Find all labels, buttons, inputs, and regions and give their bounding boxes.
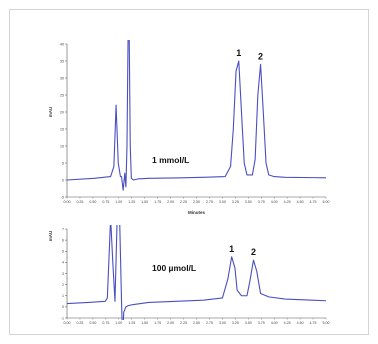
x-tick-label: 2.50 — [193, 321, 200, 325]
x-tick-label: 0.75 — [102, 321, 109, 325]
y-tick-label: 4 — [62, 261, 64, 265]
x-tick-label: 4.75 — [310, 321, 317, 325]
y-tick-label: 3 — [62, 272, 64, 276]
x-tick-label: 0.00 — [64, 200, 71, 204]
concentration-label: 1 mmol/L — [152, 155, 189, 165]
y-axis-label: mAU — [48, 231, 53, 242]
y-tick-label: 2 — [62, 283, 64, 287]
y-tick-label: 5 — [62, 250, 64, 254]
x-tick-label: 1.25 — [128, 200, 135, 204]
x-tick-label: 1.25 — [128, 321, 135, 325]
x-tick-label: 2.75 — [206, 200, 213, 204]
x-tick-label: 2.50 — [193, 200, 200, 204]
y-tick-label: 7 — [62, 227, 64, 231]
y-tick-label: -1 — [61, 316, 64, 320]
x-tick-label: 2.00 — [167, 321, 174, 325]
y-tick-label: 40 — [60, 42, 64, 46]
peak-label: 2 — [251, 247, 256, 257]
x-tick-label: 0.25 — [76, 321, 83, 325]
x-tick-label: 3.00 — [219, 200, 226, 204]
series-line — [67, 40, 326, 191]
x-tick-label: 4.25 — [284, 321, 291, 325]
x-tick-label: 1.75 — [154, 200, 161, 204]
y-tick-label: 5 — [62, 161, 64, 165]
x-tick-label: 3.50 — [245, 200, 252, 204]
x-tick-label: 0.75 — [102, 200, 109, 204]
series-line — [67, 225, 326, 320]
peak-label: 2 — [258, 51, 263, 61]
x-tick-label: 4.00 — [271, 200, 278, 204]
y-tick-label: 1 — [62, 294, 64, 298]
x-tick-label: 4.75 — [310, 200, 317, 204]
x-tick-label: 3.25 — [232, 321, 239, 325]
y-tick-label: 6 — [62, 238, 64, 242]
x-tick-label: 1.50 — [141, 200, 148, 204]
x-tick-label: 4.50 — [297, 200, 304, 204]
x-tick-label: 2.00 — [167, 200, 174, 204]
x-tick-label: 1.75 — [154, 321, 161, 325]
x-tick-label: 5.00 — [323, 321, 330, 325]
y-tick-label: -5 — [61, 195, 64, 199]
x-tick-label: 4.25 — [284, 200, 291, 204]
y-tick-label: 0 — [62, 305, 64, 309]
y-tick-label: 10 — [60, 144, 64, 148]
x-tick-label: 4.00 — [271, 321, 278, 325]
x-tick-label: 3.75 — [258, 200, 265, 204]
x-tick-label: 1.50 — [141, 321, 148, 325]
y-axis-label: mAU — [48, 107, 53, 118]
y-tick-label: 20 — [60, 110, 64, 114]
concentration-label: 100 µmol/L — [152, 263, 196, 273]
x-tick-label: 1.00 — [115, 321, 122, 325]
x-tick-label: 2.25 — [180, 321, 187, 325]
x-tick-label: 0.25 — [76, 200, 83, 204]
x-tick-label: 3.50 — [245, 321, 252, 325]
x-tick-label: 0.50 — [89, 200, 96, 204]
peak-label: 1 — [236, 48, 241, 58]
x-tick-label: 0.50 — [89, 321, 96, 325]
x-tick-label: 5.00 — [323, 200, 330, 204]
y-tick-label: 25 — [60, 93, 64, 97]
x-tick-label: 3.00 — [219, 321, 226, 325]
x-tick-label: 2.25 — [180, 200, 187, 204]
x-tick-label: 1.00 — [115, 200, 122, 204]
peak-label: 1 — [229, 244, 234, 254]
y-tick-label: 0 — [62, 178, 64, 182]
x-tick-label: 0.00 — [64, 321, 71, 325]
x-tick-label: 4.50 — [297, 321, 304, 325]
y-tick-label: 35 — [60, 59, 64, 63]
figure-frame — [9, 9, 369, 335]
x-tick-label: 3.75 — [258, 321, 265, 325]
x-tick-label: 3.25 — [232, 200, 239, 204]
x-tick-label: 2.75 — [206, 321, 213, 325]
y-tick-label: 30 — [60, 76, 64, 80]
x-axis-label: Minutes — [188, 210, 205, 215]
y-tick-label: 15 — [60, 127, 64, 131]
